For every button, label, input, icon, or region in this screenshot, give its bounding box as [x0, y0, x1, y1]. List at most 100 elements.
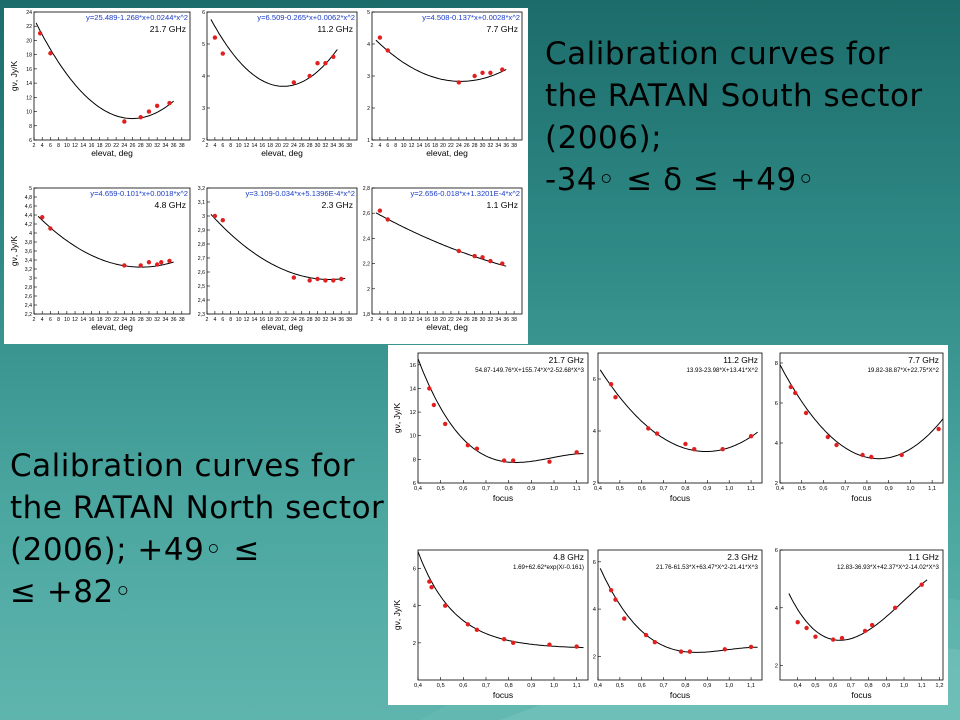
- data-point: [154, 262, 160, 267]
- x-tick-label: 26: [464, 143, 470, 149]
- frequency-label: 2.3 GHz: [727, 552, 758, 562]
- x-tick-label: 18: [97, 317, 103, 323]
- data-point: [167, 100, 172, 106]
- y-tick-label: 8: [413, 457, 416, 463]
- y-tick-label: 4: [413, 604, 417, 610]
- data-point: [488, 258, 493, 264]
- y-tick-label: 2,9: [198, 228, 205, 234]
- x-axis-label: elevat, deg: [261, 322, 303, 332]
- data-point: [307, 73, 312, 79]
- fit-curve: [35, 22, 174, 120]
- y-tick-label: 3: [29, 276, 32, 282]
- x-tick-label: 12: [409, 317, 415, 323]
- y-tick-label: 2,4: [198, 298, 205, 304]
- x-tick-label: 24: [291, 317, 297, 323]
- x-tick-label: 0,5: [437, 486, 445, 492]
- x-axis-label: focus: [851, 493, 871, 503]
- y-tick-label: 2: [413, 641, 416, 647]
- data-point: [488, 70, 493, 75]
- data-point: [500, 67, 505, 72]
- y-tick-label: 2,6: [198, 270, 205, 276]
- data-point: [574, 450, 579, 455]
- y-tick-label: 12: [26, 95, 32, 101]
- y-tick-label: 6: [593, 377, 596, 383]
- x-tick-label: 1,1: [573, 486, 581, 492]
- data-point: [431, 402, 437, 408]
- y-tick-label: 2: [593, 481, 596, 487]
- x-tick-label: 36: [338, 317, 344, 323]
- y-tick-label: 6: [593, 560, 596, 566]
- x-tick-label: 10: [401, 317, 407, 323]
- north-sector-chart-panel: 0,4 0,5 0,6 0,7 0,8 0,9 1,0 1,1 6 8 10 12 14 16 21.7 G…: [388, 345, 948, 705]
- y-tick-label: 22: [26, 24, 32, 30]
- y-tick-label: 2,4: [25, 303, 32, 309]
- data-point: [443, 421, 448, 427]
- x-tick-label: 0,4: [594, 683, 603, 689]
- data-point: [159, 260, 164, 265]
- plot-frame: [779, 352, 944, 484]
- x-tick-label: 6: [221, 317, 224, 323]
- y-tick-label: 14: [410, 386, 417, 392]
- x-tick-label: 38: [346, 317, 352, 323]
- x-tick-label: 1,0: [725, 486, 733, 492]
- x-tick-label: 28: [307, 317, 313, 323]
- chart-north-5: 0,4 0,5 0,6 0,7 0,8 0,9 1,0 1,1 1,2 2 4 6 1.1 GHz 12.…: [775, 548, 944, 700]
- fit-curve: [375, 39, 507, 82]
- plot-frame: [33, 11, 191, 141]
- x-tick-label: 0,9: [527, 683, 535, 689]
- x-tick-label: 0,5: [616, 683, 624, 689]
- data-point: [456, 80, 462, 85]
- fit-equation: y=25.489-1.268*x+0.0244*x^2: [86, 13, 188, 22]
- y-tick-label: 3,2: [25, 267, 32, 273]
- x-tick-label: 2: [33, 143, 36, 149]
- y-tick-label: 1: [367, 138, 370, 144]
- x-tick-label: 1,0: [550, 683, 558, 689]
- x-tick-label: 0,7: [847, 683, 855, 689]
- x-axis-label: focus: [670, 690, 690, 700]
- data-point: [331, 54, 336, 59]
- x-tick-label: 0,5: [616, 486, 624, 492]
- x-tick-label: 30: [480, 143, 486, 149]
- y-tick-label: 2: [775, 481, 778, 487]
- y-tick-label: 2: [367, 106, 370, 112]
- x-tick-label: 0,9: [885, 486, 893, 492]
- plot-frame: [597, 352, 763, 484]
- x-tick-label: 32: [488, 143, 494, 149]
- x-tick-label: 14: [251, 143, 257, 149]
- x-tick-label: 0,6: [819, 486, 827, 492]
- y-tick-label: 2: [775, 664, 778, 670]
- y-tick-label: 24: [26, 10, 32, 16]
- x-tick-label: 4: [213, 143, 216, 149]
- y-tick-label: 6: [775, 548, 778, 554]
- fit-equation: y=2.656-0.018*x+1.3201E-4*x^2: [410, 189, 520, 198]
- x-tick-label: 22: [283, 143, 289, 149]
- x-tick-label: 6: [221, 143, 224, 149]
- y-tick-label: 12: [410, 410, 416, 416]
- chart-south-4: 2 4 6 8 10 12 14 16 18 20 22 24 26 28 30 32 34 36 382,32,4…: [198, 186, 358, 332]
- y-tick-label: 3,1: [198, 200, 205, 206]
- plot-frame: [206, 11, 358, 141]
- y-tick-label: 4: [593, 607, 597, 613]
- x-tick-label: 0,9: [882, 683, 890, 689]
- data-point: [212, 213, 218, 219]
- plot-frame: [779, 549, 944, 681]
- x-tick-label: 32: [323, 317, 329, 323]
- data-point: [323, 61, 328, 66]
- data-point: [936, 426, 941, 432]
- y-axis-label: gν, Jy/K: [392, 600, 402, 631]
- x-tick-label: 1,1: [747, 486, 755, 492]
- fit-equation: y=6.509-0.265*x+0.0062*x^2: [257, 13, 355, 22]
- x-tick-label: 12: [72, 317, 78, 323]
- north-sector-caption: Calibration curves for the RATAN North s…: [10, 448, 385, 610]
- data-point: [860, 452, 865, 458]
- data-point: [315, 61, 320, 66]
- x-tick-label: 16: [89, 317, 95, 323]
- x-tick-label: 38: [346, 143, 352, 149]
- data-point: [40, 215, 45, 220]
- x-tick-label: 24: [291, 143, 297, 149]
- chart-north-4: 0,4 0,5 0,6 0,7 0,8 0,9 1,0 1,1 2 4 6 2.3 GHz 21.76-…: [593, 549, 763, 700]
- fit-curve: [418, 551, 584, 649]
- data-point: [385, 217, 390, 222]
- data-point: [813, 634, 818, 639]
- x-tick-label: 2: [206, 317, 209, 323]
